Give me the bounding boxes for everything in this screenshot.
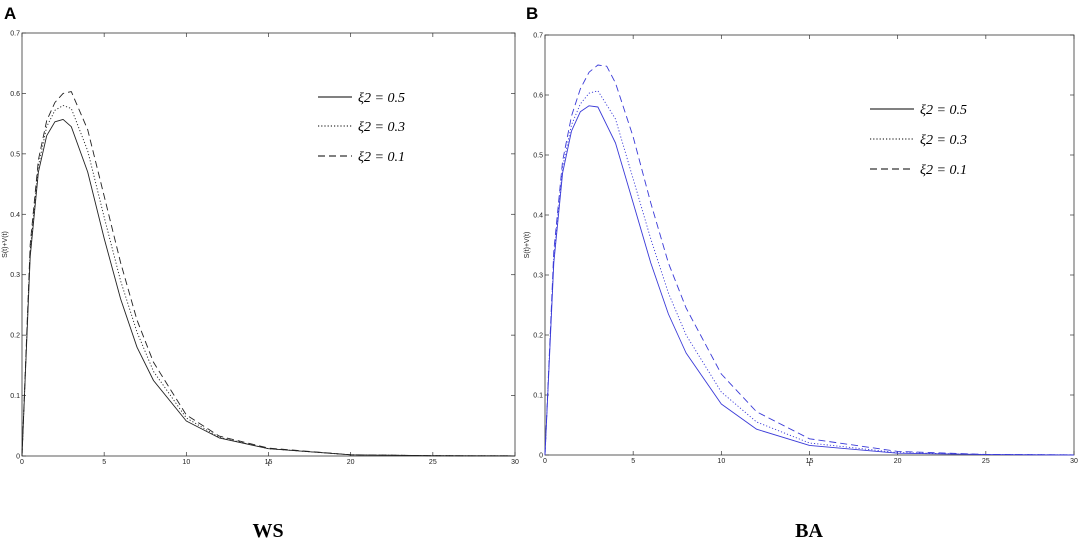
ws-x-tick-label: 0 xyxy=(20,459,24,466)
caption-ba: BA xyxy=(795,520,823,542)
ws-y-tick-label: 0.2 xyxy=(10,333,20,340)
ba-x-tick-label: 15 xyxy=(806,458,814,465)
ws-x-tick-label: 30 xyxy=(511,459,519,466)
ws-x-tick-label: 15 xyxy=(265,459,273,466)
ws-legend-label: ξ2 = 0.5 xyxy=(358,91,405,106)
ba-y-tick-label: 0.3 xyxy=(533,273,543,280)
ws-y-tick-label: 0 xyxy=(16,454,20,461)
ws-y-tick-label: 0.6 xyxy=(10,91,20,98)
ba-x-tick-label: 20 xyxy=(894,458,902,465)
ba-y-axis-title: S(t)+V(t) xyxy=(524,232,531,259)
ba-series-line-dotted xyxy=(544,90,1075,456)
ba-y-tick-label: 0.4 xyxy=(533,213,543,220)
ws-y-tick-label: 0.5 xyxy=(10,151,20,158)
ws-x-tick-label: 10 xyxy=(182,459,190,466)
ba-series-line-dashed xyxy=(544,64,1075,456)
ba-x-axis-title: t xyxy=(809,461,811,468)
ba-x-tick-label: 30 xyxy=(1070,458,1078,465)
ba-y-tick-label: 0 xyxy=(539,453,543,460)
ba-legend-label: ξ2 = 0.1 xyxy=(920,163,967,178)
ba-x-tick-label: 25 xyxy=(982,458,990,465)
ws-x-axis-title: t xyxy=(268,461,270,468)
ws-x-tick-label: 25 xyxy=(429,459,437,466)
ws-y-tick-label: 0.7 xyxy=(10,31,20,38)
ws-x-tick-label: 20 xyxy=(347,459,355,466)
ba-x-tick-label: 10 xyxy=(717,458,725,465)
ba-y-tick-label: 0.7 xyxy=(533,33,543,40)
panel-letter-b: B xyxy=(526,4,539,23)
ws-series-line-solid xyxy=(21,118,516,457)
ba-x-tick-label: 5 xyxy=(631,458,635,465)
ws-legend-label: ξ2 = 0.3 xyxy=(358,120,405,135)
ws-series-line-dashed xyxy=(21,91,516,457)
ba-y-tick-label: 0.5 xyxy=(533,153,543,160)
ba-y-tick-label: 0.6 xyxy=(533,93,543,100)
ba-y-tick-label: 0.1 xyxy=(533,393,543,400)
ba-legend-label: ξ2 = 0.5 xyxy=(920,103,967,118)
caption-ws: WS xyxy=(252,520,284,542)
ws-y-tick-label: 0.4 xyxy=(10,212,20,219)
ba-series-line-solid xyxy=(544,105,1075,456)
ws-x-tick-label: 5 xyxy=(102,459,106,466)
ws-y-tick-label: 0.1 xyxy=(10,393,20,400)
ba-x-tick-label: 0 xyxy=(543,458,547,465)
panel-letter-a: A xyxy=(4,4,17,23)
ba-legend-label: ξ2 = 0.3 xyxy=(920,133,967,148)
ws-legend-label: ξ2 = 0.1 xyxy=(358,150,405,165)
ba-y-tick-label: 0.2 xyxy=(533,333,543,340)
ws-y-axis-title: S(t)+V(t) xyxy=(2,231,9,258)
ba-plot-frame xyxy=(544,34,1075,456)
ws-y-tick-label: 0.3 xyxy=(10,272,20,279)
ws-series-line-dotted xyxy=(21,105,516,457)
